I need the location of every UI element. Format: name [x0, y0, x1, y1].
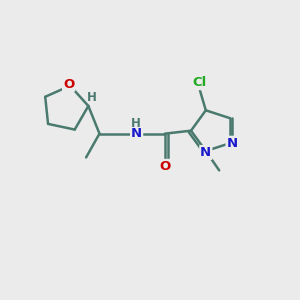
Text: O: O	[159, 160, 170, 173]
Text: N: N	[200, 146, 212, 159]
Text: N: N	[131, 127, 142, 140]
Text: N: N	[226, 137, 238, 150]
Text: H: H	[87, 91, 97, 103]
Text: O: O	[63, 78, 74, 91]
Text: Cl: Cl	[193, 76, 207, 89]
Text: H: H	[131, 117, 141, 130]
